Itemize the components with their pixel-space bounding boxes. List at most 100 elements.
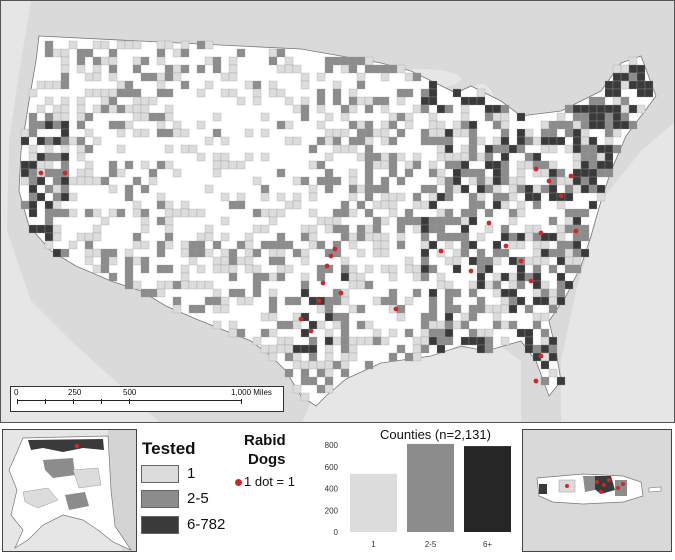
county-cell [156, 200, 166, 210]
county-cell [444, 144, 454, 154]
county-cell [244, 256, 254, 266]
county-cell [460, 128, 470, 138]
county-cell [44, 216, 54, 226]
county-cell [508, 280, 518, 290]
county-cell [60, 104, 70, 114]
county-cell [372, 160, 382, 170]
county-cell [188, 208, 198, 218]
county-cell [388, 272, 398, 282]
county-cell [284, 264, 294, 274]
county-cell [380, 216, 390, 226]
county-cell [396, 64, 406, 74]
county-cell [588, 200, 598, 210]
county-cell [428, 192, 438, 202]
county-cell [372, 216, 382, 226]
county-cell [340, 312, 350, 322]
county-cell [36, 80, 46, 90]
county-cell [132, 240, 142, 250]
county-cell [540, 240, 550, 250]
county-cell [212, 64, 222, 74]
rabid-dog-dot [546, 178, 552, 184]
pr-tested-2-5 [583, 476, 595, 492]
county-cell [388, 112, 398, 122]
county-cell [60, 136, 70, 146]
county-cell [20, 176, 30, 186]
county-cell [156, 264, 166, 274]
county-cell [412, 72, 422, 82]
county-cell [332, 136, 342, 146]
county-cell [548, 216, 558, 226]
county-cell [516, 136, 526, 146]
county-cell [180, 200, 190, 210]
county-cell [44, 120, 54, 130]
county-cell [556, 272, 566, 282]
county-cell [108, 256, 118, 266]
county-cell [324, 296, 334, 306]
rabid-dog-dot [602, 483, 606, 487]
county-cell [388, 136, 398, 146]
county-cell [348, 280, 358, 290]
county-cell [388, 264, 398, 274]
county-cell [548, 120, 558, 130]
county-cell [228, 256, 238, 266]
county-cell [476, 296, 486, 306]
county-cell [324, 152, 334, 162]
county-cell [324, 56, 334, 66]
county-cell [484, 160, 494, 170]
county-cell [68, 192, 78, 202]
county-cell [60, 184, 70, 194]
county-cell [548, 144, 558, 154]
county-cell [396, 344, 406, 354]
county-cell [44, 80, 54, 90]
county-cell [500, 288, 510, 298]
county-cell [220, 152, 230, 162]
county-cell [228, 264, 238, 274]
county-cell [380, 128, 390, 138]
county-cell [460, 216, 470, 226]
county-cell [220, 264, 230, 274]
county-cell [556, 248, 566, 258]
county-cell [380, 296, 390, 306]
county-cell [452, 184, 462, 194]
county-cell [356, 200, 366, 210]
county-cell [92, 176, 102, 186]
x-tick-label: 1 [371, 540, 376, 549]
county-cell [84, 48, 94, 58]
county-cell [332, 80, 342, 90]
county-cell [308, 344, 318, 354]
scale-tick [45, 399, 46, 404]
county-cell [348, 344, 358, 354]
county-cell [428, 200, 438, 210]
county-cell [44, 40, 54, 50]
county-cell [156, 80, 166, 90]
county-cell [156, 192, 166, 202]
county-cell [468, 192, 478, 202]
county-cell [476, 184, 486, 194]
county-cell [444, 104, 454, 114]
county-cell [180, 208, 190, 218]
county-cell [532, 312, 542, 322]
county-cell [308, 208, 318, 218]
county-cell [420, 256, 430, 266]
county-cell [532, 296, 542, 306]
county-cell [436, 328, 446, 338]
county-cell [332, 176, 342, 186]
county-cell [452, 152, 462, 162]
county-cell [252, 80, 262, 90]
county-cell [316, 72, 326, 82]
county-cell [124, 104, 134, 114]
county-cell [564, 224, 574, 234]
county-cell [164, 216, 174, 226]
county-cell [404, 112, 414, 122]
county-cell [348, 104, 358, 114]
county-cell [484, 208, 494, 218]
county-cell [332, 208, 342, 218]
county-cell [580, 120, 590, 130]
county-cell [492, 320, 502, 330]
county-cell [20, 160, 30, 170]
county-cell [428, 128, 438, 138]
county-cell [636, 80, 646, 90]
y-tick-label: 400 [325, 485, 339, 494]
county-cell [244, 152, 254, 162]
county-cell [372, 152, 382, 162]
